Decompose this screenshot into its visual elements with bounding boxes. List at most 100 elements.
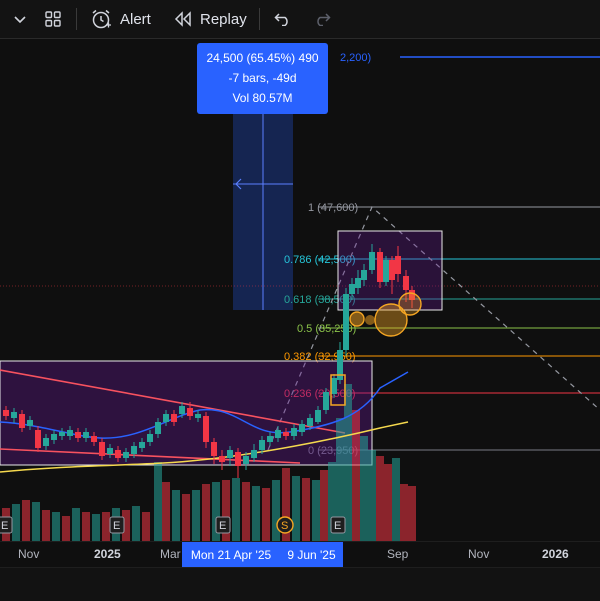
candle-body (179, 406, 185, 414)
measure-price-change: 24,500 (65.45%) 490 (206, 51, 319, 65)
top-toolbar: Alert Replay (0, 0, 600, 39)
volume-bar (272, 480, 280, 541)
earnings-marker[interactable]: E (0, 516, 13, 534)
consolidation-box[interactable] (0, 360, 373, 466)
candle-body (267, 436, 273, 442)
fib-label-1: 1 (47,600) (308, 202, 358, 214)
volume-bar (320, 470, 328, 541)
candle-body (349, 284, 355, 294)
candle-body (315, 410, 321, 422)
candle-body (123, 452, 129, 458)
alert-button[interactable]: Alert (90, 0, 151, 38)
candle-body (211, 442, 217, 456)
volume-bar (352, 410, 360, 541)
candle-body (155, 422, 161, 434)
volume-bar (384, 464, 392, 541)
volume-bar (102, 512, 110, 541)
split-marker-label: S (281, 520, 288, 532)
candle-body (409, 290, 415, 300)
candle-body (389, 260, 395, 280)
volume-bar (122, 510, 130, 541)
earnings-marker-label: E (334, 520, 341, 532)
time-axis-label: Mar (160, 547, 181, 561)
volume-bar (292, 476, 300, 541)
volume-bar (400, 484, 408, 541)
candle-body (337, 350, 343, 380)
candle-body (369, 252, 375, 270)
undo-icon[interactable] (274, 0, 292, 38)
time-axis[interactable]: Nov 2025 Mar Mon 21 Apr '25 9 Jun '25 Se… (0, 541, 600, 568)
redo-icon[interactable] (313, 0, 331, 38)
bottom-strip (0, 567, 600, 601)
volume-bar (32, 502, 40, 541)
volume-bar (182, 494, 190, 541)
candle-body (59, 432, 65, 436)
candle-body (343, 294, 349, 350)
marker-circle-medium (398, 292, 422, 316)
moving-average-short (0, 371, 409, 439)
time-axis-crosshair-label-left: Mon 21 Apr '25 (182, 542, 280, 568)
time-axis-label: 2025 (94, 547, 121, 561)
measure-volume: Vol 80.57M (232, 91, 293, 105)
volume-bar (222, 480, 230, 541)
volume-bar (328, 462, 336, 541)
candle-body (163, 414, 169, 422)
volume-bar (376, 456, 384, 541)
time-axis-label: 2026 (542, 547, 569, 561)
earnings-marker-label: E (1, 520, 8, 532)
volume-bar (344, 384, 352, 541)
candle-body (377, 252, 383, 282)
candle-body (227, 450, 233, 458)
earnings-marker[interactable]: E (109, 516, 125, 534)
candlesticks (3, 244, 415, 478)
price-chart[interactable]: 2,200) 1 (47,600) 0.786 (42,500) 0.618 (… (0, 38, 600, 541)
candle-body (291, 428, 297, 436)
volume-bar (162, 482, 170, 541)
time-axis-label: Nov (18, 547, 40, 561)
layout-grid-icon[interactable] (44, 0, 62, 38)
candle-body (275, 430, 281, 438)
replay-button[interactable]: Replay (174, 0, 247, 38)
candle-body (331, 378, 337, 394)
moving-average-long (0, 421, 409, 473)
candle-body (383, 260, 389, 282)
earnings-marker[interactable]: E (215, 516, 231, 534)
volume-bar (42, 510, 50, 541)
candle-body (107, 448, 113, 454)
event-markers[interactable]: E E E S E (0, 516, 346, 534)
candle-body (99, 442, 105, 456)
split-marker[interactable]: S (276, 516, 294, 534)
candle-body (11, 412, 17, 418)
time-axis-crosshair-label-right: 9 Jun '25 (280, 542, 343, 568)
earnings-marker-label: E (113, 520, 120, 532)
candle-body (139, 442, 145, 448)
candle-body (3, 410, 9, 416)
volume-bar (408, 486, 416, 541)
time-axis-label: Sep (387, 547, 409, 561)
candle-body (19, 414, 25, 428)
candle-body (75, 432, 81, 438)
measure-tooltip: 24,500 (65.45%) 490 -7 bars, -49d Vol 80… (197, 43, 328, 114)
volume-bar (212, 482, 220, 541)
earnings-marker[interactable]: E (330, 516, 346, 534)
candle-body (147, 434, 153, 442)
volume-bar (232, 478, 240, 541)
candle-body (203, 416, 209, 442)
volume-bar (82, 512, 90, 541)
highlight-candle-box (330, 374, 346, 406)
volume-bar (312, 480, 320, 541)
candle-body (67, 430, 73, 436)
volume-bar (92, 514, 100, 541)
candle-body (171, 414, 177, 422)
candle-body (355, 278, 361, 288)
candle-body (243, 456, 249, 464)
chevron-down-icon[interactable] (14, 0, 26, 38)
replay-label: Replay (200, 10, 247, 28)
candle-body (259, 440, 265, 450)
candle-body (307, 418, 313, 426)
toolbar-divider (259, 8, 260, 30)
toolbar-divider (76, 8, 77, 30)
measure-bars: -7 bars, -49d (228, 71, 297, 85)
measure-arrow-icon (235, 178, 242, 190)
candle-body (51, 434, 57, 440)
